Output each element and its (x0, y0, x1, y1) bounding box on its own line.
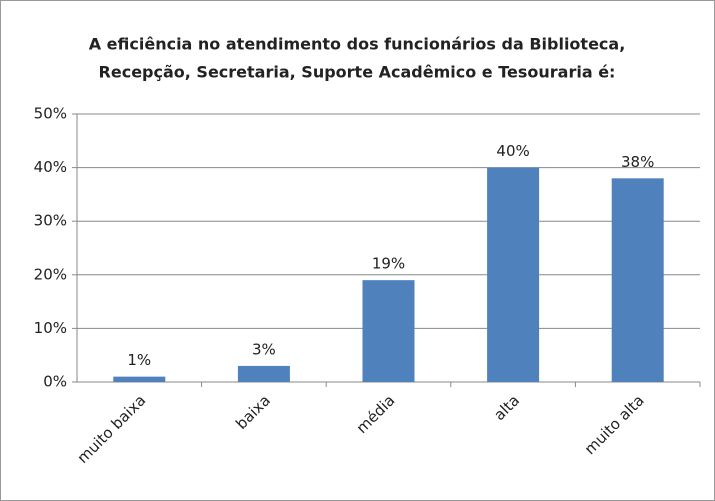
bar (611, 178, 664, 382)
bar (237, 365, 290, 382)
y-tick-label: 40% (34, 158, 67, 176)
bar (362, 280, 415, 382)
data-label: 3% (252, 340, 276, 358)
data-label: 38% (621, 153, 654, 171)
chart-title: A eficiência no atendimento dos funcioná… (89, 35, 626, 54)
y-tick-label: 30% (34, 212, 67, 230)
y-tick-label: 0% (43, 373, 67, 391)
data-label: 19% (372, 255, 405, 273)
y-tick-label: 50% (34, 105, 67, 123)
bar (113, 376, 166, 382)
y-tick-label: 20% (34, 265, 67, 283)
bar (487, 167, 540, 382)
data-label: 40% (496, 142, 529, 160)
chart-title: Recepção, Secretaria, Suporte Acadêmico … (99, 63, 616, 82)
y-tick-label: 10% (34, 319, 67, 337)
data-label: 1% (127, 351, 151, 369)
